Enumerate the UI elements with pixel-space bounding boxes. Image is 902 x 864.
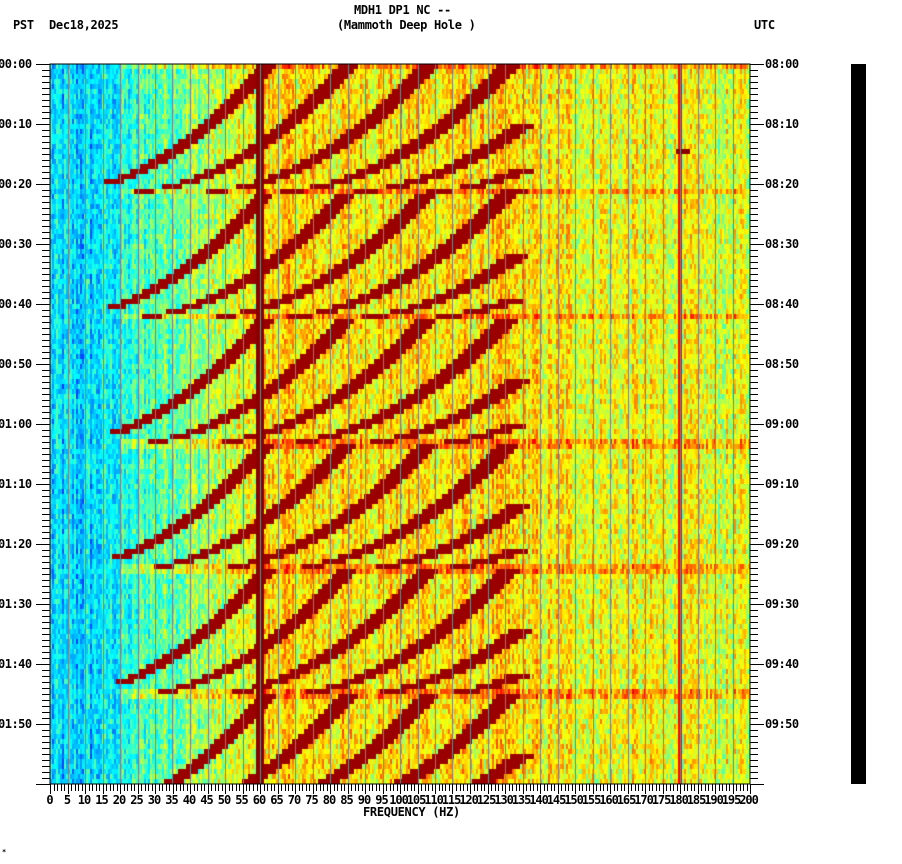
x-tick-label: 0 bbox=[46, 793, 53, 807]
left-timezone-label: PST bbox=[13, 18, 34, 32]
x-tick-label: 190 bbox=[704, 793, 724, 807]
y-tick-label-right: 09:20 bbox=[765, 537, 799, 551]
x-tick-label: 95 bbox=[375, 793, 388, 807]
x-tick-label: 25 bbox=[130, 793, 143, 807]
y-tick-label-left: 01:50 bbox=[0, 717, 32, 731]
date-label: Dec18,2025 bbox=[49, 18, 119, 32]
x-tick-label: 100 bbox=[389, 793, 409, 807]
x-tick-label: 35 bbox=[165, 793, 178, 807]
x-tick-label: 45 bbox=[200, 793, 213, 807]
y-tick-label-right: 09:40 bbox=[765, 657, 799, 671]
y-tick-label-left: 00:40 bbox=[0, 297, 32, 311]
y-tick-label-right: 09:50 bbox=[765, 717, 799, 731]
y-tick-label-left: 01:30 bbox=[0, 597, 32, 611]
y-tick-label-right: 09:30 bbox=[765, 597, 799, 611]
y-tick-label-left: 00:10 bbox=[0, 117, 32, 131]
y-tick-label-right: 08:00 bbox=[765, 57, 799, 71]
x-tick-label: 10 bbox=[77, 793, 91, 807]
y-tick-label-right: 08:30 bbox=[765, 237, 799, 251]
y-tick-label-left: 00:20 bbox=[0, 177, 32, 191]
y-tick-label-right: 09:00 bbox=[765, 417, 799, 431]
y-tick-label-right: 08:10 bbox=[765, 117, 799, 131]
x-tick-label: 180 bbox=[669, 793, 689, 807]
x-tick-label: 90 bbox=[357, 793, 371, 807]
x-tick-label: 60 bbox=[252, 793, 266, 807]
y-tick-label-left: 01:00 bbox=[0, 417, 32, 431]
x-tick-label: 185 bbox=[686, 793, 707, 807]
x-tick-label: 175 bbox=[651, 793, 672, 807]
x-tick-label: 125 bbox=[476, 793, 497, 807]
x-tick-label: 20 bbox=[112, 793, 126, 807]
site-name: (Mammoth Deep Hole ) bbox=[337, 18, 476, 32]
x-tick-label: 150 bbox=[564, 793, 584, 807]
x-tick-label: 200 bbox=[739, 793, 759, 807]
x-tick-label: 80 bbox=[322, 793, 336, 807]
x-tick-label: 140 bbox=[529, 793, 549, 807]
x-tick-label: 70 bbox=[287, 793, 301, 807]
x-axis-title: FREQUENCY (HZ) bbox=[363, 805, 460, 819]
x-tick-label: 120 bbox=[459, 793, 479, 807]
x-tick-label: 130 bbox=[494, 793, 514, 807]
x-tick-label: 40 bbox=[182, 793, 196, 807]
y-tick-label-right: 08:40 bbox=[765, 297, 799, 311]
footer-mark: * bbox=[2, 848, 7, 856]
y-tick-label-right: 08:20 bbox=[765, 177, 799, 191]
x-tick-label: 50 bbox=[217, 793, 231, 807]
y-tick-label-right: 09:10 bbox=[765, 477, 799, 491]
x-tick-label: 135 bbox=[511, 793, 532, 807]
amplitude-bar bbox=[851, 64, 866, 784]
y-tick-label-left: 01:20 bbox=[0, 537, 32, 551]
x-tick-label: 30 bbox=[147, 793, 161, 807]
x-tick-label: 15 bbox=[95, 793, 108, 807]
x-tick-label: 145 bbox=[546, 793, 567, 807]
y-tick-label-left: 01:10 bbox=[0, 477, 32, 491]
x-tick-label: 75 bbox=[305, 793, 318, 807]
y-tick-label-left: 01:40 bbox=[0, 657, 32, 671]
x-tick-label: 160 bbox=[599, 793, 619, 807]
x-tick-label: 105 bbox=[406, 793, 427, 807]
x-tick-label: 65 bbox=[270, 793, 283, 807]
right-timezone-label: UTC bbox=[754, 18, 775, 32]
x-tick-label: 165 bbox=[616, 793, 637, 807]
x-tick-label: 55 bbox=[235, 793, 248, 807]
station-title: MDH1 DP1 NC -- bbox=[354, 3, 451, 17]
x-tick-label: 85 bbox=[340, 793, 353, 807]
y-tick-label-left: 00:30 bbox=[0, 237, 32, 251]
x-tick-label: 170 bbox=[634, 793, 654, 807]
x-tick-label: 195 bbox=[721, 793, 742, 807]
y-tick-label-left: 00:00 bbox=[0, 57, 32, 71]
y-tick-label-left: 00:50 bbox=[0, 357, 32, 371]
spectrogram-heatmap bbox=[50, 64, 750, 784]
x-tick-label: 110 bbox=[424, 793, 444, 807]
x-tick-label: 155 bbox=[581, 793, 602, 807]
x-tick-label: 5 bbox=[63, 793, 71, 807]
x-tick-label: 115 bbox=[441, 793, 462, 807]
y-tick-label-right: 08:50 bbox=[765, 357, 799, 371]
